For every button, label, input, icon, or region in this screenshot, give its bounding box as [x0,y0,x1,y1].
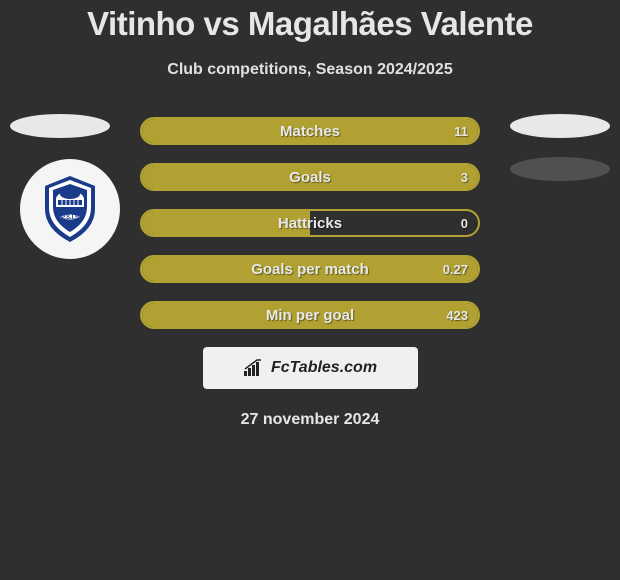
stat-value: 0 [461,216,468,231]
stat-row-mpg: Min per goal 423 [140,301,480,329]
date-text: 27 november 2024 [0,411,620,429]
stats-area: P.S.I.S Matches 11 Goals 3 Hattricks 0 G… [0,117,620,429]
stat-row-hattricks: Hattricks 0 [140,209,480,237]
stats-list: Matches 11 Goals 3 Hattricks 0 Goals per… [140,117,480,329]
stat-row-gpm: Goals per match 0.27 [140,255,480,283]
chart-bars-icon [243,359,265,377]
stat-row-goals: Goals 3 [140,163,480,191]
stat-label: Hattricks [278,215,342,232]
club-badge: P.S.I.S [20,159,120,259]
stat-value: 11 [454,124,468,139]
stat-value: 423 [446,308,468,323]
psis-crest-icon: P.S.I.S [40,174,100,244]
left-ellipse-1 [10,114,110,138]
brand-box: FcTables.com [203,347,418,389]
right-ellipse-1 [510,114,610,138]
brand-text: FcTables.com [271,359,377,377]
right-ellipse-2 [510,157,610,181]
stat-label: Min per goal [266,307,354,324]
stat-row-matches: Matches 11 [140,117,480,145]
stat-label: Matches [280,123,340,140]
page-title: Vitinho vs Magalhães Valente [0,5,620,43]
stat-value: 0.27 [443,262,468,277]
svg-text:P.S.I.S: P.S.I.S [61,215,79,221]
stat-label: Goals [289,169,331,186]
stat-value: 3 [461,170,468,185]
page-subtitle: Club competitions, Season 2024/2025 [0,61,620,79]
stat-label: Goals per match [251,261,369,278]
